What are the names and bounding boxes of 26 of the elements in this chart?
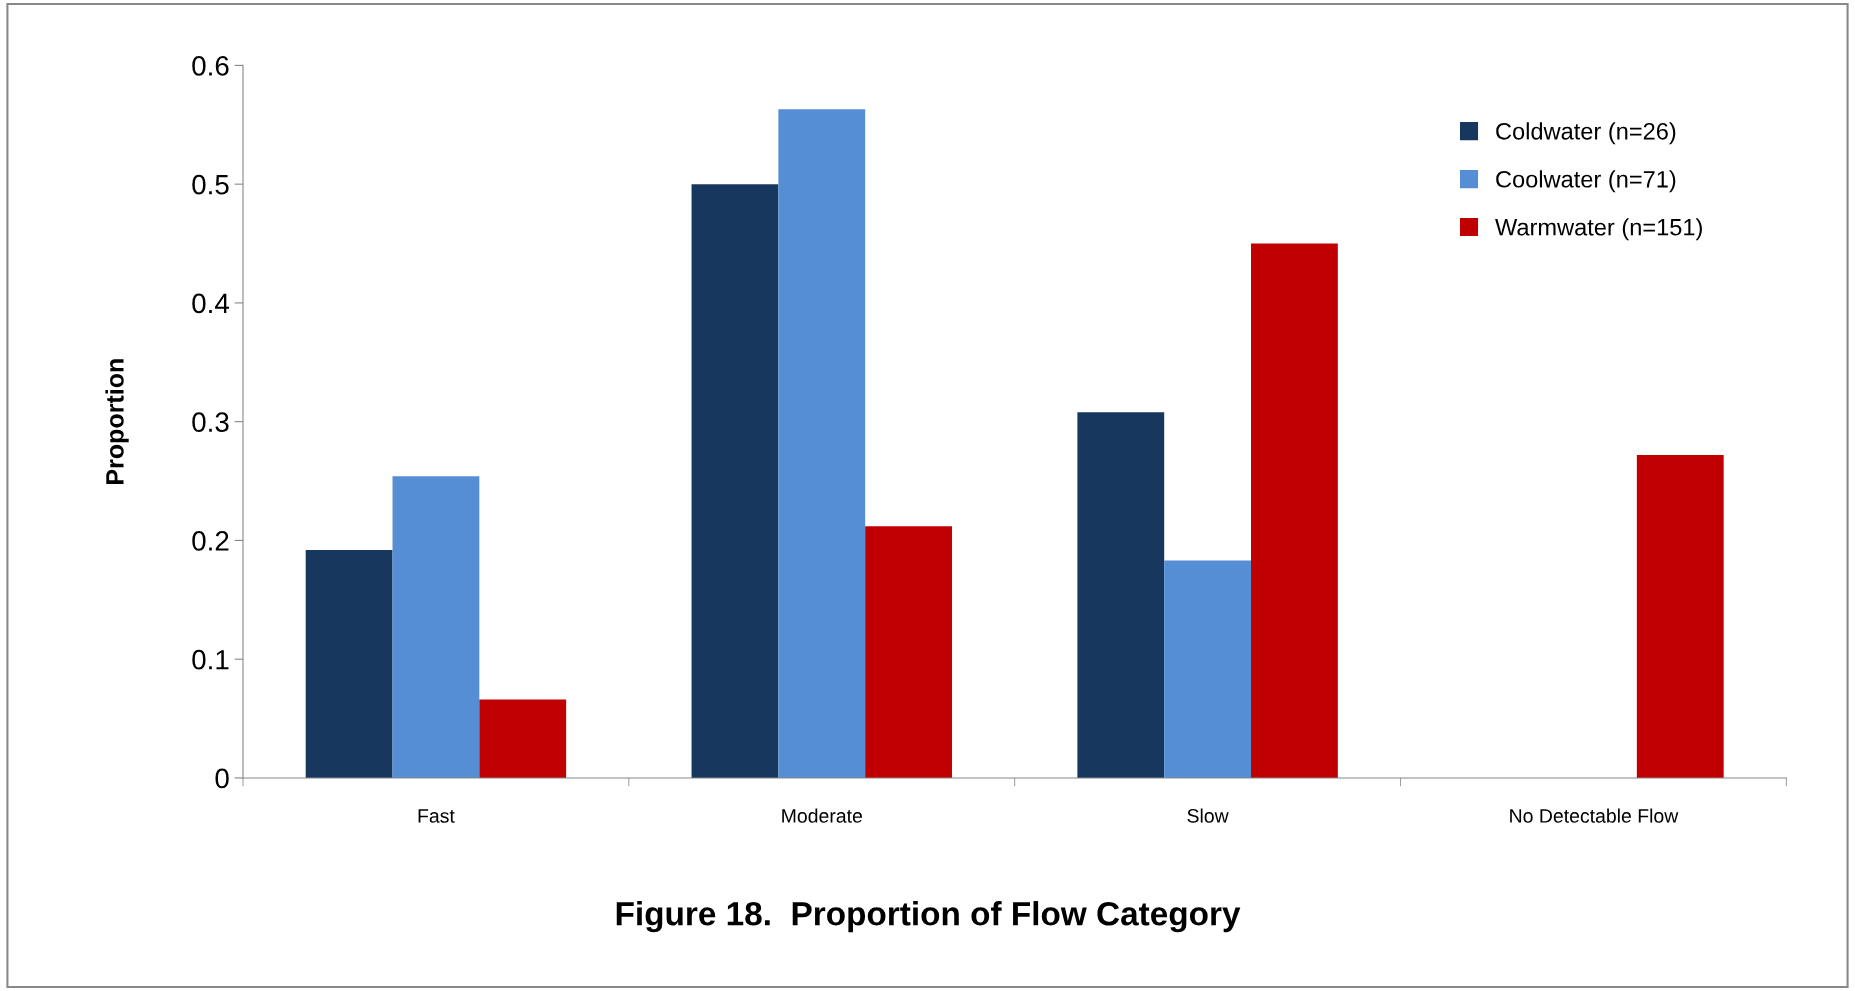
bar bbox=[1077, 412, 1165, 778]
bar bbox=[1251, 243, 1338, 778]
legend-label: Coolwater (n=71) bbox=[1496, 170, 1676, 193]
bar bbox=[1636, 454, 1724, 778]
legend-label: Warmwater (n=151) bbox=[1495, 218, 1702, 241]
y-axis-title: Proportion bbox=[105, 359, 129, 484]
y-tick-label: 0.3 bbox=[192, 412, 229, 433]
bar bbox=[392, 476, 480, 778]
bar bbox=[865, 526, 952, 778]
x-tick-label: Slow bbox=[1187, 808, 1229, 823]
y-tick-label: 0.1 bbox=[192, 649, 229, 670]
y-tick-label: 0.2 bbox=[192, 531, 229, 551]
bar bbox=[479, 699, 567, 778]
x-tick-label: No Detectable Flow bbox=[1510, 808, 1679, 823]
bar bbox=[305, 549, 393, 778]
bar bbox=[1164, 560, 1252, 778]
x-tick-label: Fast bbox=[418, 809, 455, 823]
text: Figure 18. Proportion of Flow Category bbox=[616, 901, 1241, 933]
x-tick-label: Moderate bbox=[782, 808, 862, 823]
y-tick-label: 0 bbox=[215, 768, 229, 789]
y-tick-label: 0.4 bbox=[192, 293, 229, 314]
bar bbox=[691, 184, 779, 778]
legend-label: Coldwater (n=26) bbox=[1496, 122, 1676, 145]
y-tick-label: 0.6 bbox=[192, 56, 229, 76]
y-tick-label: 0.5 bbox=[192, 174, 229, 195]
bar bbox=[778, 109, 866, 778]
